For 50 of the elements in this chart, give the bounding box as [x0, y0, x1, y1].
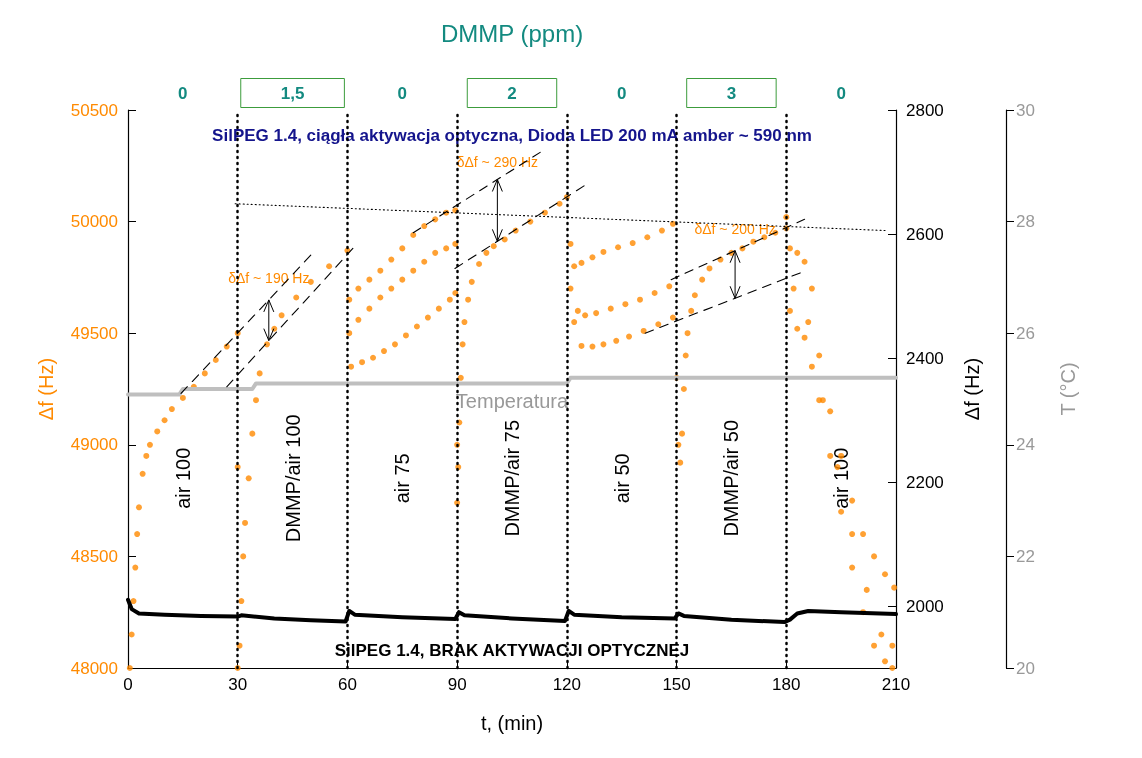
text: 1,5 [280, 83, 305, 103]
x-tick-label: 0 [123, 675, 133, 694]
text: 0 [616, 83, 627, 103]
annotation: air 50 [610, 453, 633, 504]
text: 2 [507, 83, 517, 103]
y2-tick-label: 2600 [906, 224, 944, 244]
x-tick-label: 120 [552, 675, 582, 694]
y2-axis-title: Δf (Hz) [961, 357, 983, 421]
y-tick-label: 50500 [70, 100, 118, 120]
y3-tick-label: 28 [1016, 212, 1035, 232]
series-label: Temperatura [455, 390, 570, 413]
y-tick-label: 48500 [70, 546, 118, 566]
chart-title: DMMP (ppm) [440, 19, 584, 47]
y2-tick-label: 2000 [906, 596, 944, 616]
annotation: DMMP/air 50 [720, 419, 743, 537]
annotation: SilPEG 1.4, BRAK AKTYWACJI OPTYCZNEJ [334, 640, 690, 660]
x-tick-label: 60 [337, 675, 357, 694]
y3-tick-label: 22 [1016, 546, 1035, 566]
annotation: δΔf ~ 190 Hz [228, 269, 310, 286]
y-tick-label: 50000 [70, 212, 118, 232]
y-tick-label: 49000 [70, 435, 118, 455]
y2-tick-label: 2400 [906, 348, 944, 368]
y3-tick-label: 30 [1016, 100, 1035, 120]
text: 0 [836, 83, 846, 103]
x-tick-label: 30 [228, 675, 248, 694]
x-tick-label: 210 [881, 675, 911, 694]
x-tick-label: 150 [662, 675, 691, 694]
annotation: δΔf ~ 200 Hz [694, 220, 776, 237]
y2-tick-label: 2800 [906, 100, 944, 120]
y-tick-label: 49500 [70, 323, 118, 343]
annotation: air 75 [391, 453, 414, 504]
y-tick-label: 48000 [70, 658, 118, 678]
y3-axis-title: T (°C) [1057, 362, 1079, 416]
annotation: δΔf ~ 290 Hz [456, 154, 539, 170]
x-tick-label: 180 [772, 675, 801, 694]
y-axis-title: Δf (Hz) [35, 357, 57, 421]
annotation: air 100 [830, 447, 853, 509]
annotation: air 100 [171, 447, 194, 509]
x-tick-label: 90 [447, 675, 467, 694]
y3-tick-label: 20 [1016, 658, 1035, 678]
text: 0 [397, 83, 408, 103]
annotation: DMMP/air 100 [281, 414, 304, 543]
x-axis-title: t, (min) [480, 712, 544, 734]
y3-tick-label: 24 [1016, 435, 1035, 455]
text: 3 [726, 83, 737, 103]
y2-tick-label: 2200 [906, 472, 944, 492]
y3-tick-label: 26 [1016, 323, 1035, 343]
text: 0 [178, 83, 188, 103]
annotation: DMMP/air 75 [501, 419, 523, 537]
annotation: SilPEG 1.4, ciągła aktywacja optyczna, Dioda LED 200 mA amber ~ 590 nm [212, 125, 812, 145]
